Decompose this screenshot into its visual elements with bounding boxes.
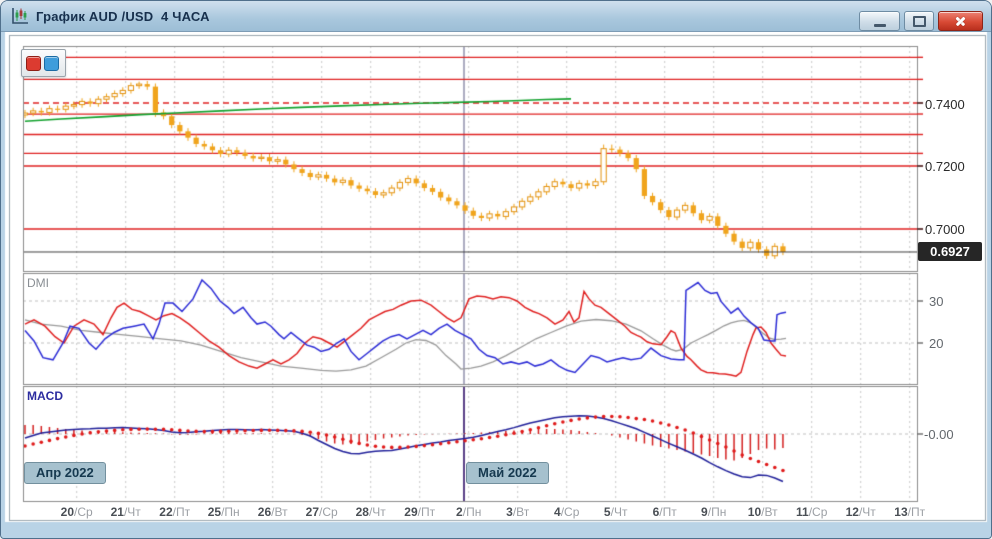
- xaxis-label: 29/Пт: [404, 505, 436, 519]
- xaxis-label: 22/Пт: [159, 505, 191, 519]
- titlebar[interactable]: График AUD /USD 4 ЧАСА: [1, 1, 991, 32]
- macd-pane-label: MACD: [27, 389, 63, 403]
- xaxis-label: 2/Пн: [456, 505, 482, 519]
- xaxis-label: 26/Вт: [257, 505, 288, 519]
- xaxis-label: 21/Чт: [110, 505, 141, 519]
- xaxis-label: 10/Вт: [747, 505, 778, 519]
- close-button[interactable]: [938, 11, 983, 31]
- xaxis-label: 6/Пт: [652, 505, 677, 519]
- xaxis-label: 28/Чт: [355, 505, 386, 519]
- minimize-icon: [873, 23, 886, 27]
- price-axis-label: 0.7000: [925, 222, 965, 237]
- dmi-axis-label: 20: [929, 336, 944, 351]
- xaxis-label: 20/Ср: [60, 505, 93, 519]
- close-icon: [955, 16, 966, 27]
- xaxis-label: 27/Ср: [305, 505, 338, 519]
- xaxis-label: 9/Пн: [701, 505, 727, 519]
- sell-button[interactable]: [26, 55, 41, 71]
- xaxis-label: 3/Вт: [506, 505, 530, 519]
- macd-axis-label: -0.00: [924, 427, 954, 442]
- xaxis-label: 5/Чт: [603, 505, 628, 519]
- dmi-pane-label: DMI: [27, 276, 49, 290]
- price-axis-label: 0.7400: [925, 97, 965, 112]
- window-controls: [859, 11, 983, 31]
- current-price-badge: 0.6927: [918, 242, 982, 261]
- xaxis-label: 13/Пт: [894, 505, 926, 519]
- window-title: График AUD /USD 4 ЧАСА: [36, 8, 210, 24]
- xaxis-label: 11/Ср: [796, 505, 828, 519]
- month-badge-april: Апр 2022: [24, 462, 106, 484]
- maximize-icon: [912, 15, 926, 27]
- time-axis: 20/Ср 21/Чт 22/Пт 25/Пн 26/Вт 27/Ср 28/Чт 29/Пт…: [1, 505, 991, 521]
- xaxis-label: 25/Пн: [207, 505, 240, 519]
- candlestick-chart-icon: [12, 8, 28, 24]
- minimize-button[interactable]: [859, 11, 900, 31]
- price-axis-label: 0.7200: [925, 159, 965, 174]
- maximize-button[interactable]: [904, 11, 934, 31]
- dmi-axis-label: 30: [929, 294, 944, 309]
- buy-button[interactable]: [44, 55, 59, 71]
- xaxis-label: 12/Чт: [845, 505, 876, 519]
- month-badge-may: Май 2022: [466, 462, 549, 484]
- order-buttons-panel: [21, 49, 66, 77]
- xaxis-label: 4/Ср: [554, 505, 580, 519]
